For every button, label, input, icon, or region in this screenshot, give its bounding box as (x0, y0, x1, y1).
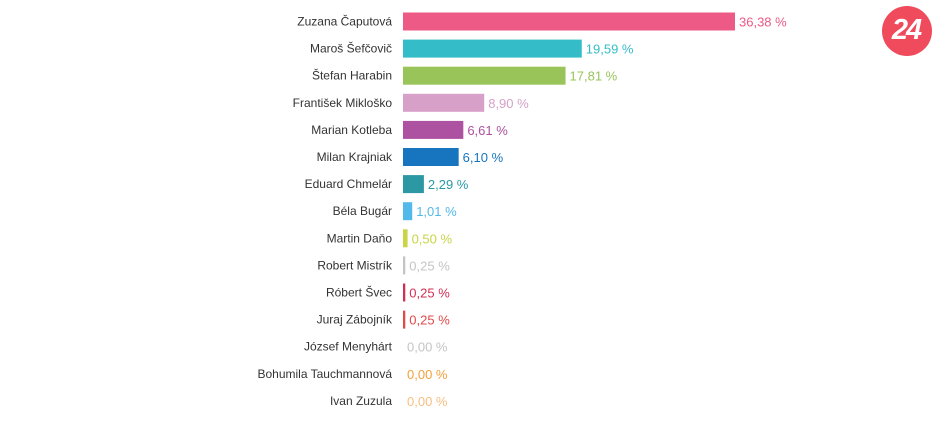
value-label: 2,29 % (428, 177, 469, 192)
category-label: Ivan Zuzula (330, 394, 392, 408)
value-label: 6,10 % (463, 150, 504, 165)
category-label: František Mikloško (293, 96, 393, 110)
category-label: Maroš Šefčovič (310, 41, 392, 56)
value-label: 36,38 % (739, 15, 787, 30)
value-label: 1,01 % (416, 204, 457, 219)
bar[interactable] (403, 310, 406, 329)
category-label: Juraj Zábojník (317, 313, 393, 327)
value-label: 0,00 % (407, 394, 448, 409)
category-label: Štefan Harabin (312, 68, 392, 83)
value-label: 19,59 % (586, 42, 634, 57)
value-label: 0,50 % (412, 231, 453, 246)
value-label: 8,90 % (488, 96, 529, 111)
category-label: Zuzana Čaputová (297, 14, 392, 29)
bar[interactable] (403, 120, 464, 139)
bar[interactable] (403, 202, 413, 221)
bar[interactable] (403, 256, 406, 275)
bar[interactable] (403, 66, 566, 85)
category-label: Béla Bugár (333, 204, 392, 218)
value-label: 0,25 % (409, 286, 450, 301)
bar[interactable] (403, 148, 459, 166)
value-label: 6,61 % (467, 123, 508, 138)
category-label: József Menyhárt (304, 340, 393, 354)
logo-badge: 24 (882, 6, 932, 56)
category-label: Martin Daňo (327, 231, 393, 245)
bar[interactable] (403, 93, 485, 112)
bar[interactable] (403, 12, 735, 31)
category-label: Robert Mistrík (317, 258, 393, 272)
bar[interactable] (403, 175, 424, 194)
value-label: 0,00 % (407, 367, 448, 382)
logo-text: 24 (891, 14, 922, 46)
category-label: Marian Kotleba (311, 123, 392, 137)
value-label: 17,81 % (570, 69, 618, 84)
category-label: Bohumila Tauchmannová (257, 367, 392, 381)
bar[interactable] (403, 39, 582, 58)
category-label: Milan Krajniak (317, 150, 393, 164)
category-label: Eduard Chmelár (305, 177, 392, 191)
value-label: 0,25 % (409, 258, 450, 273)
bar[interactable] (403, 283, 406, 302)
value-label: 0,00 % (407, 340, 448, 355)
bar[interactable] (403, 229, 408, 248)
category-label: Róbert Švec (326, 285, 392, 300)
value-label: 0,25 % (409, 313, 450, 328)
